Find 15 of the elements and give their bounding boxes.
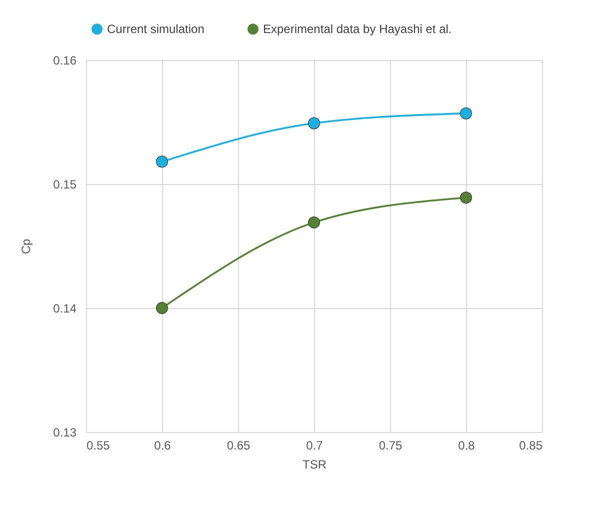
y-tick-label: 0.15 xyxy=(53,178,77,192)
y-axis-title: Cp xyxy=(19,238,34,254)
x-tick-label: 0.85 xyxy=(519,438,543,452)
legend-label: Experimental data by Hayashi et al. xyxy=(263,22,452,36)
x-tick-label: 0.65 xyxy=(226,438,250,452)
x-tick-label: 0.6 xyxy=(154,438,172,452)
y-tick-label: 0.16 xyxy=(53,54,77,68)
x-tick-label: 0.7 xyxy=(306,438,324,452)
y-tick-label: 0.13 xyxy=(53,426,77,440)
x-tick-label: 0.75 xyxy=(378,438,402,452)
y-tick-label: 0.14 xyxy=(53,302,77,316)
x-tick-label: 0.55 xyxy=(86,438,110,452)
x-axis-title: TSR xyxy=(302,458,327,472)
legend-label: Current simulation xyxy=(107,22,204,36)
x-tick-label: 0.8 xyxy=(458,438,476,452)
